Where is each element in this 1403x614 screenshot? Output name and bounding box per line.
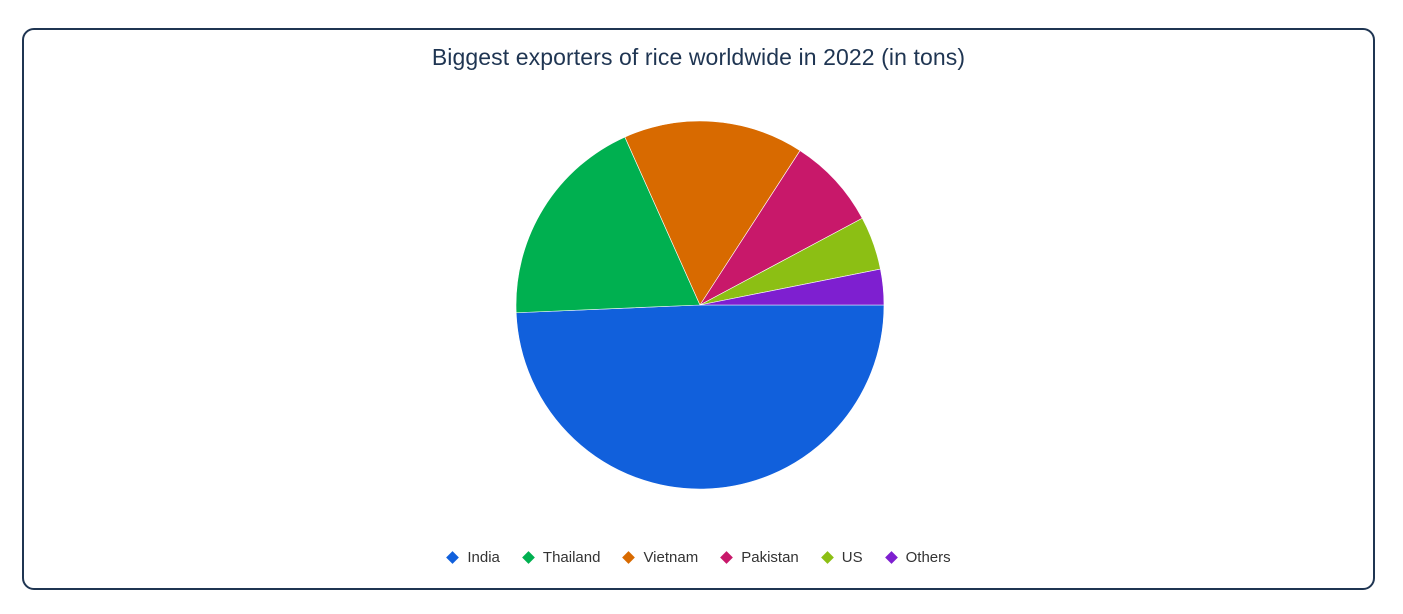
legend-marker-icon	[884, 551, 898, 564]
legend-marker-icon	[622, 551, 636, 564]
legend-marker-icon	[720, 551, 734, 564]
chart-title: Biggest exporters of rice worldwide in 2…	[431, 44, 966, 70]
pie-slice-india[interactable]	[515, 304, 885, 490]
legend-marker-icon	[446, 551, 460, 564]
legend: India Thailand Vietnam Pakistan US Others	[24, 549, 1373, 566]
legend-item-us[interactable]: US	[820, 549, 863, 566]
legend-marker-icon	[522, 551, 535, 564]
legend-item-vietnam[interactable]: Vietnam	[622, 549, 698, 566]
legend-label: India	[467, 549, 500, 566]
pie-slice-vietnam[interactable]	[624, 120, 801, 306]
legend-item-others[interactable]: Others	[884, 549, 951, 566]
pie-chart	[515, 120, 885, 490]
legend-item-thailand[interactable]: Thailand	[522, 549, 601, 566]
pie-slice-others[interactable]	[699, 268, 885, 306]
legend-label: US	[841, 549, 863, 566]
legend-label: Vietnam	[643, 549, 699, 566]
chart-card: Biggest exporters of rice worldwide in 2…	[22, 28, 1375, 590]
legend-item-india[interactable]: India	[446, 549, 500, 566]
legend-label: Thailand	[542, 549, 601, 566]
legend-marker-icon	[820, 551, 834, 564]
legend-item-pakistan[interactable]: Pakistan	[720, 549, 799, 566]
pie-slice-pakistan[interactable]	[699, 150, 863, 306]
legend-label: Pakistan	[741, 549, 799, 566]
pie-slice-thailand[interactable]	[515, 136, 701, 314]
legend-label: Others	[905, 549, 951, 566]
